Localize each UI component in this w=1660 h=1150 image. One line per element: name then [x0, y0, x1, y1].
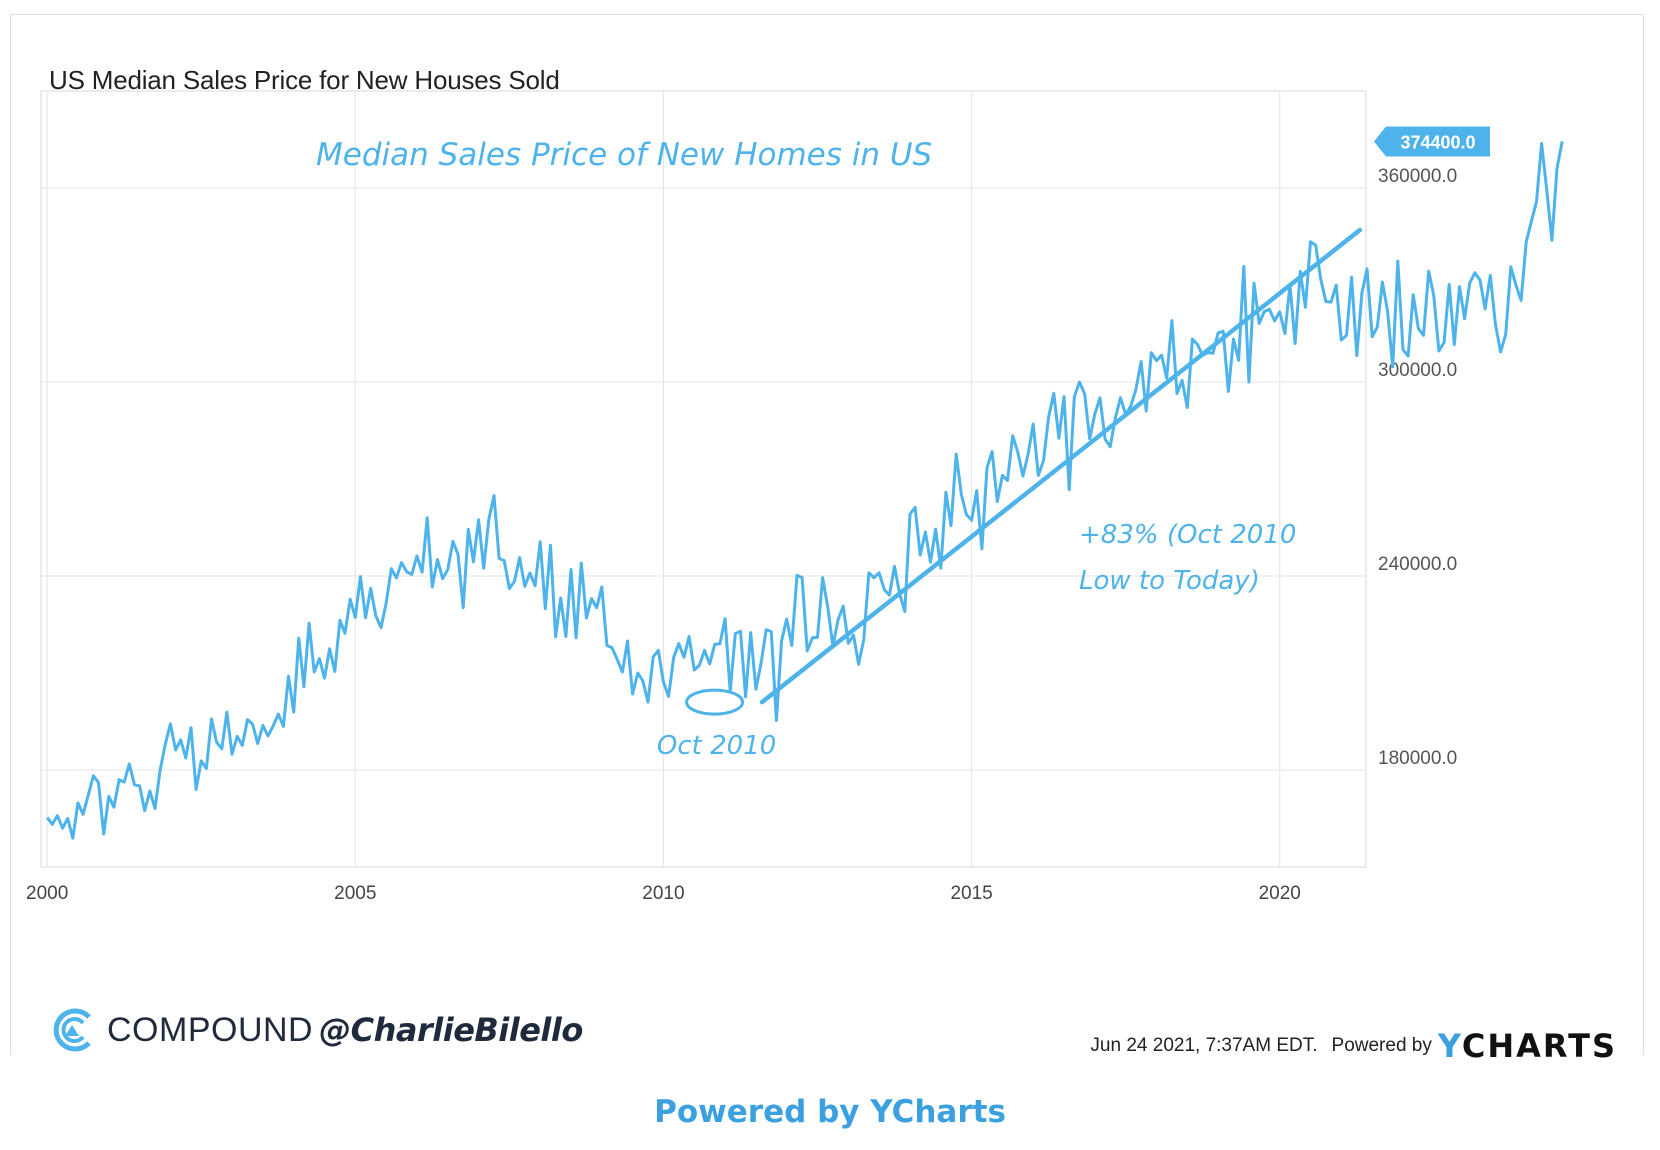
x-tick-label: 2015	[950, 883, 992, 904]
y-tick-label: 360000.0	[1378, 166, 1457, 187]
chart-card: 2000 2005 2010 2015 2020 180000.0 240000.0 3000…	[10, 14, 1644, 1065]
ycharts-y-letter: Y	[1437, 1027, 1462, 1065]
last-value-label: 374400.0	[1400, 132, 1475, 152]
chart-title: US Median Sales Price for New Houses Sol…	[49, 65, 560, 95]
compound-c-icon	[53, 1008, 91, 1052]
x-tick-label: 2005	[334, 883, 376, 904]
chart-footer: Jun 24 2021, 7:37AM EDT. Powered by YCHA…	[1090, 1027, 1617, 1065]
timestamp: Jun 24 2021, 7:37AM EDT.	[1090, 1035, 1318, 1056]
x-tick-label: 2020	[1259, 883, 1301, 904]
y-tick-label: 300000.0	[1378, 360, 1457, 381]
trend-line	[759, 227, 1363, 705]
compound-logo[interactable]: COMPOUND @CharlieBilello	[49, 1000, 583, 1060]
ycharts-logo[interactable]: YCHARTS	[1438, 1027, 1617, 1065]
powered-by-label: Powered by	[1331, 1035, 1432, 1056]
plot-area	[40, 90, 1367, 868]
ycharts-wordmark: CHARTS	[1461, 1027, 1617, 1065]
twitter-handle[interactable]: @CharlieBilello	[319, 1011, 583, 1049]
annotation-low-label: Oct 2010	[657, 731, 776, 761]
x-tick-label: 2000	[26, 883, 68, 904]
annotation-gain-line2: Low to Today)	[1079, 566, 1260, 596]
low-point-circle	[685, 688, 745, 716]
annotation-gain-line1: +83% (Oct 2010	[1079, 520, 1296, 550]
last-value-tag: 374400.0	[1374, 126, 1490, 157]
y-tick-label: 180000.0	[1378, 748, 1457, 769]
annotation-headline: Median Sales Price of New Homes in US	[316, 137, 932, 173]
powered-by-ycharts-link[interactable]: Powered by YCharts	[654, 1094, 1006, 1130]
brand-name: COMPOUND	[107, 1010, 314, 1049]
last-value-badge	[1374, 126, 1490, 157]
series-line	[46, 141, 1564, 840]
x-tick-label: 2010	[642, 883, 684, 904]
y-tick-label: 240000.0	[1378, 554, 1457, 575]
chart-canvas: 2000 2005 2010 2015 2020 180000.0 240000.0 3000…	[26, 90, 1564, 904]
